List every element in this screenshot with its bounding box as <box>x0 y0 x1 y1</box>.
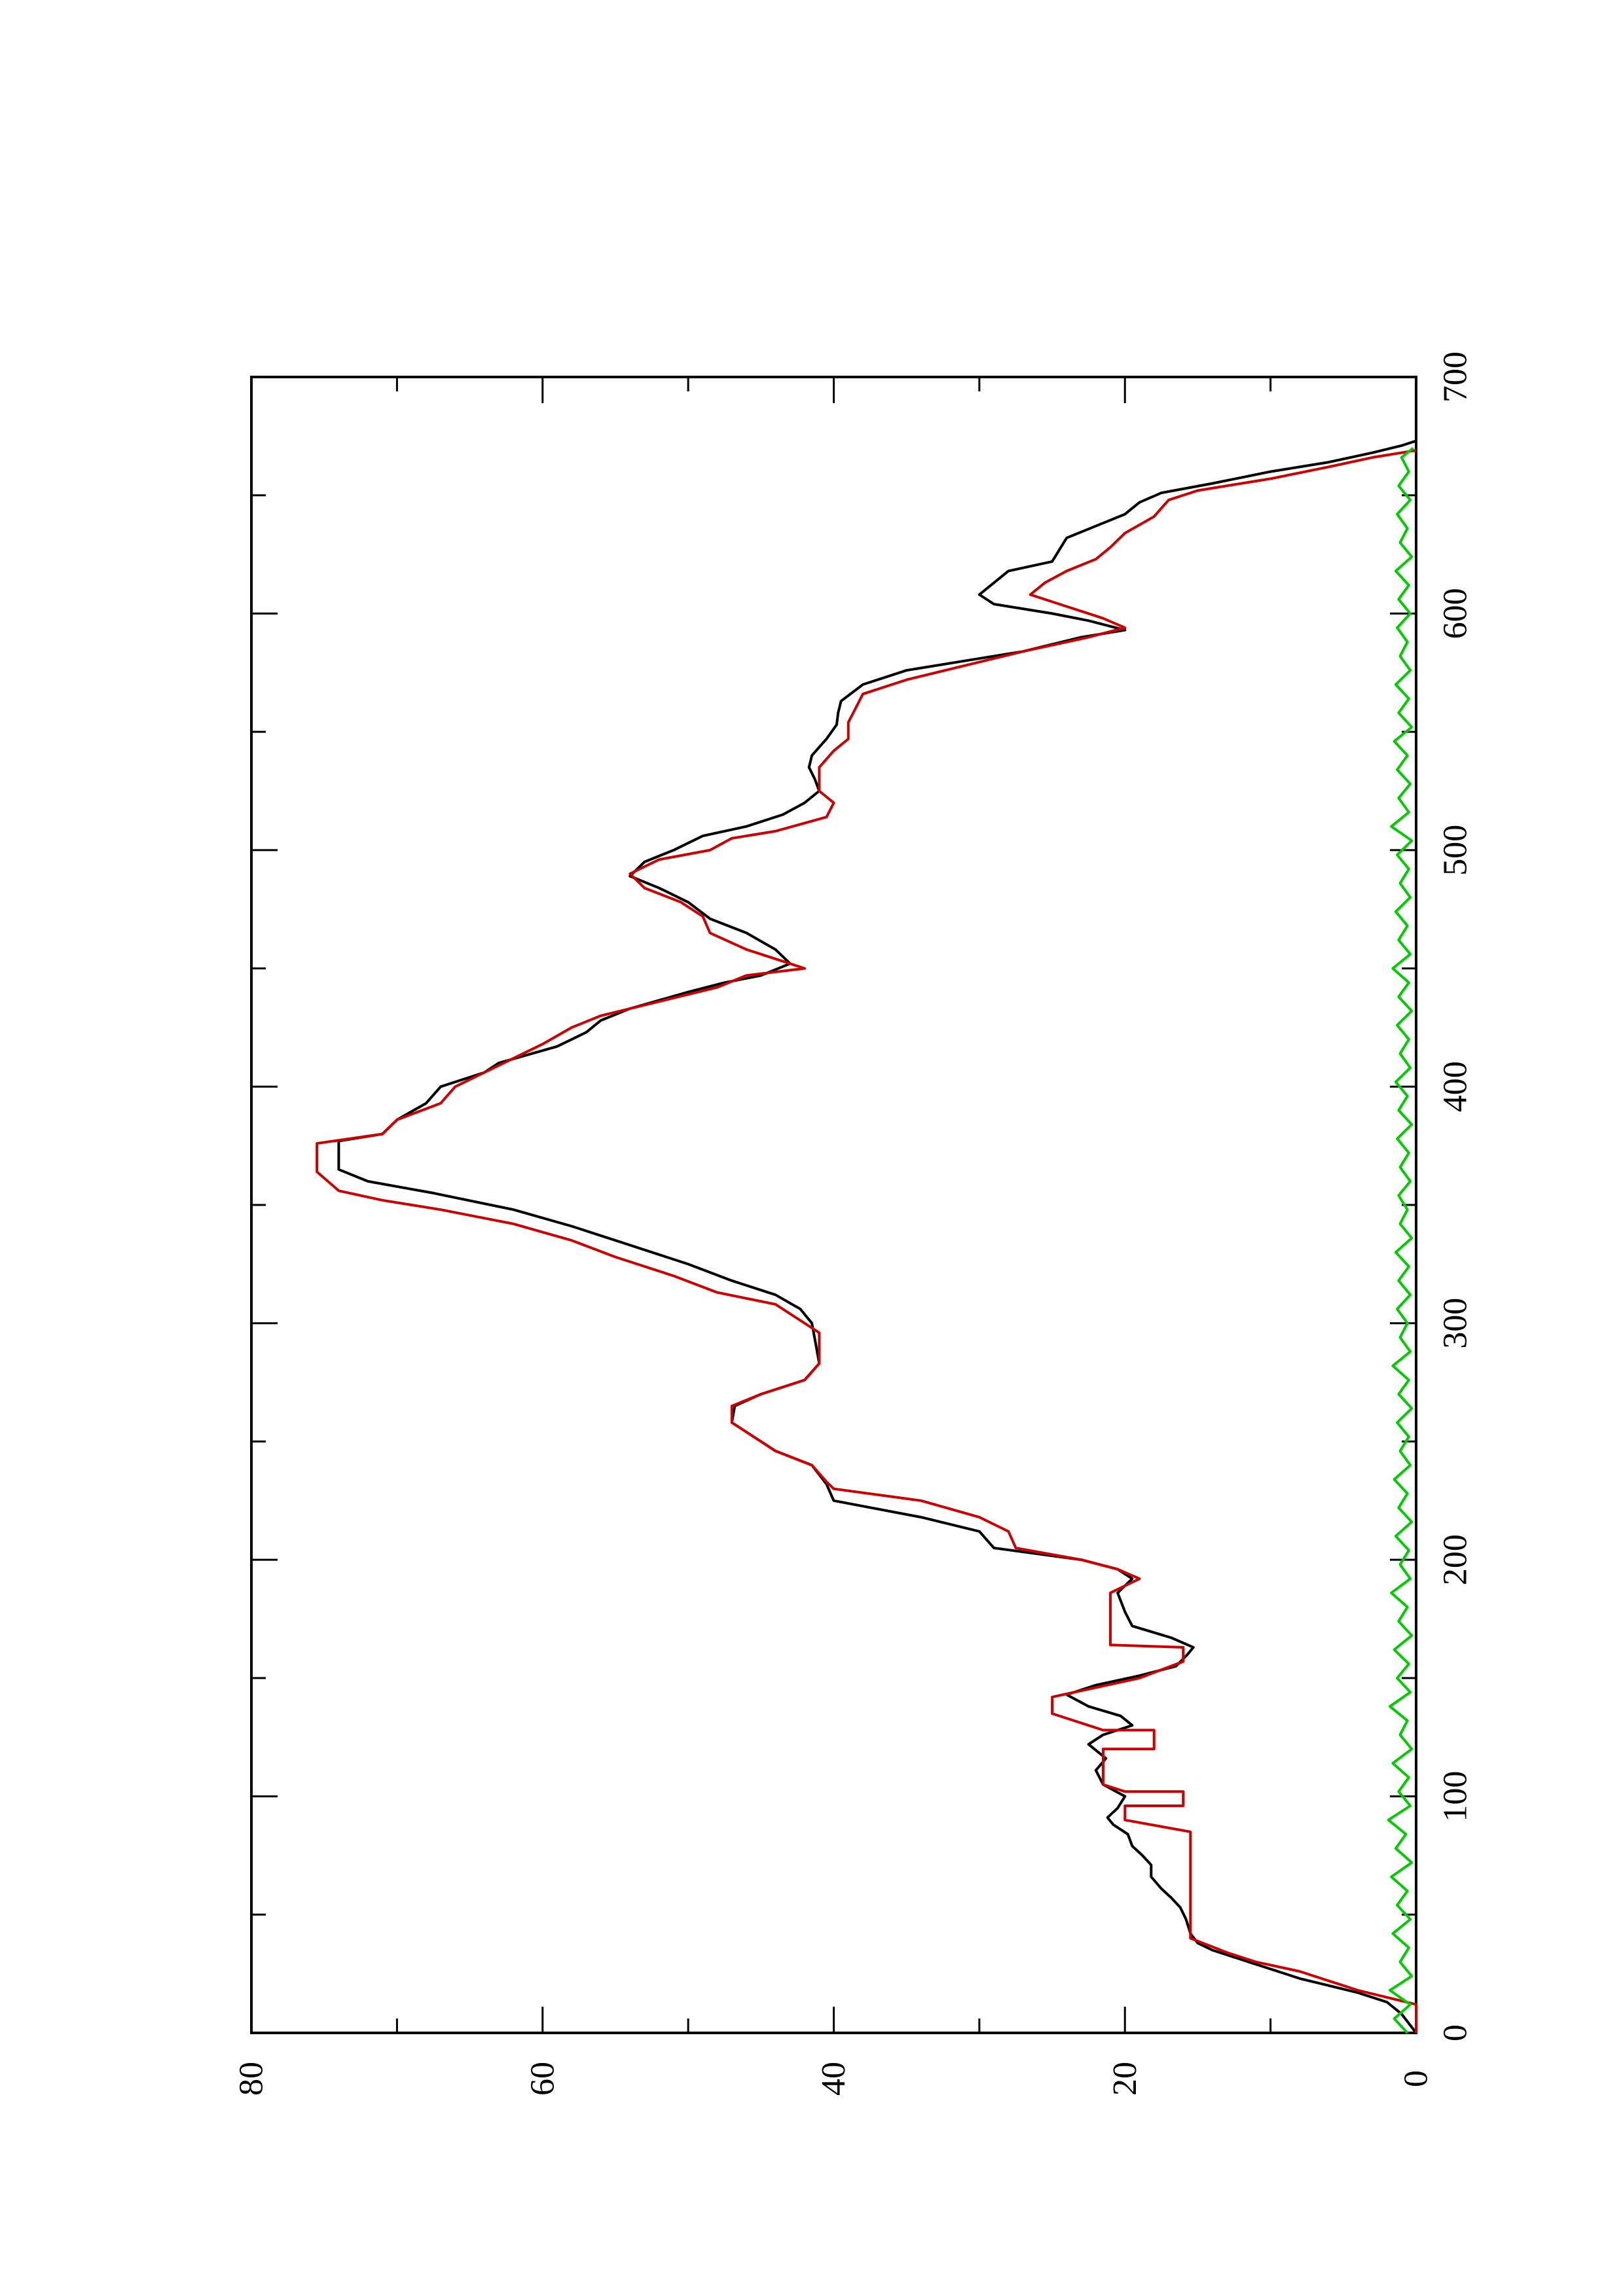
x-tick-label: 400 <box>1437 1061 1474 1112</box>
plot-frame <box>250 376 1417 2034</box>
x-tick-label: 0 <box>1437 2024 1474 2041</box>
series-layer <box>316 439 1417 2034</box>
y-tick-label: 20 <box>1106 2062 1144 2096</box>
x-tick-label: 200 <box>1437 1534 1474 1585</box>
x-tick-label: 600 <box>1437 588 1474 639</box>
axis-tick-labels: 0 100 200 300 400 500 600 700 0 20 40 60 80 <box>233 351 1474 2096</box>
y-tick-label: 80 <box>233 2062 270 2096</box>
series-black-line <box>337 439 1417 2034</box>
y-tick-label: 60 <box>524 2062 561 2096</box>
y-tick-label: 40 <box>815 2062 852 2096</box>
x-tick-label: 500 <box>1437 825 1474 876</box>
x-tick-label: 700 <box>1437 351 1474 403</box>
series-red-line <box>316 449 1417 2033</box>
axis-ticks <box>250 376 1417 2034</box>
x-tick-label: 100 <box>1437 1771 1474 1822</box>
series-green-line <box>1387 446 1414 2034</box>
x-tick-label: 300 <box>1437 1298 1474 1349</box>
y-tick-label: 0 <box>1398 2070 1435 2087</box>
